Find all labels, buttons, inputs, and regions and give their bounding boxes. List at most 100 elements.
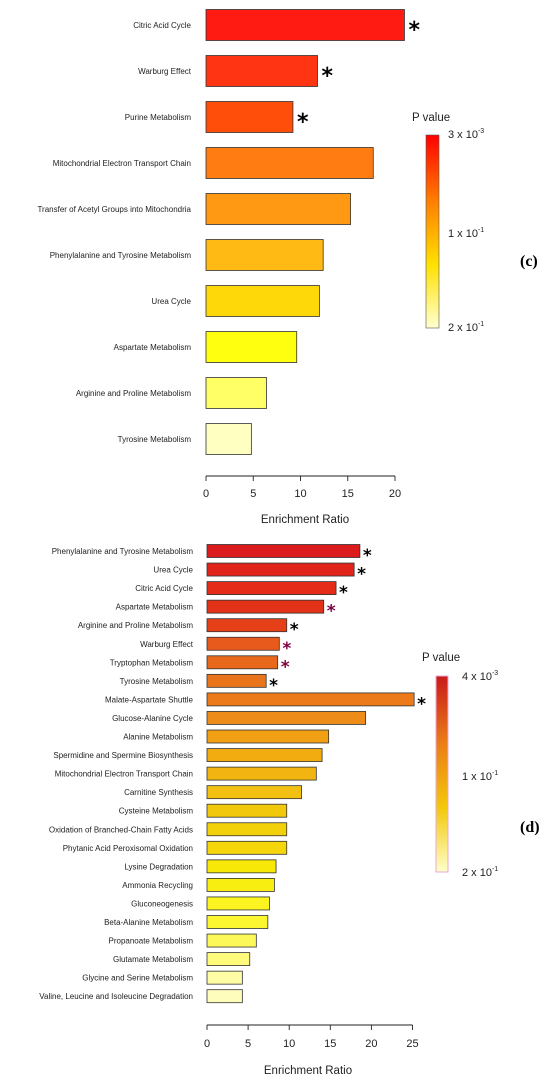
panel-d-tag: (d) — [520, 819, 540, 836]
category-label: Lysine Degradation — [124, 862, 193, 871]
bar — [206, 544, 361, 558]
category-label: Citric Acid Cycle — [133, 21, 191, 30]
significance-star: * — [297, 110, 309, 135]
category-label: Phytanic Acid Peroxisomal Oxidation — [63, 844, 193, 853]
x-tick-label: 15 — [342, 488, 354, 500]
category-label: Valine, Leucine and Isoleucine Degradati… — [39, 992, 193, 1001]
category-label: Mitochondrial Electron Transport Chain — [53, 159, 191, 168]
bar — [205, 285, 320, 317]
bar — [206, 766, 317, 781]
bar — [206, 970, 243, 985]
category-label: Arginine and Proline Metabolism — [78, 621, 194, 630]
x-axis-title: Enrichment Ratio — [264, 1065, 352, 1077]
legend-d-colorbar — [435, 675, 449, 873]
category-label: Purine Metabolism — [125, 113, 192, 122]
category-label: Carnitine Synthesis — [124, 788, 193, 797]
x-tick-label: 10 — [294, 488, 306, 500]
bar — [206, 896, 270, 911]
bar — [205, 377, 267, 409]
significance-star: * — [290, 620, 299, 640]
category-label: Oxidation of Branched-Chain Fatty Acids — [49, 825, 193, 834]
bar — [206, 636, 280, 651]
bar — [206, 878, 275, 892]
category-label: Beta-Alanine Metabolism — [104, 918, 193, 927]
significance-star: * — [322, 64, 334, 89]
significance-star: * — [417, 694, 426, 714]
category-label: Glucose-Alanine Cycle — [112, 714, 193, 723]
x-tick-label: 0 — [204, 1038, 210, 1050]
bar — [206, 840, 288, 855]
bar — [205, 423, 252, 455]
significance-star: * — [282, 639, 291, 659]
legend-d: P value 4 x 10-3 1 x 10-1 2 x 10-1 — [422, 652, 498, 879]
bar — [205, 55, 318, 87]
category-label: Warburg Effect — [138, 67, 192, 76]
significance-star: * — [327, 602, 336, 622]
bar — [205, 239, 324, 271]
bar — [206, 581, 337, 595]
category-label: Phenylalanine and Tyrosine Metabolism — [50, 251, 192, 260]
legend-d-tick-mid: 1 x 10-1 — [462, 770, 498, 783]
significance-star: * — [408, 18, 420, 43]
category-label: Mitochondrial Electron Transport Chain — [55, 770, 193, 779]
bar — [205, 193, 351, 225]
category-label: Malate-Aspartate Shuttle — [105, 695, 194, 704]
bar — [205, 9, 405, 41]
legend-d-tick-top: 4 x 10-3 — [462, 670, 498, 683]
significance-star: * — [339, 583, 348, 603]
x-tick-label: 20 — [365, 1038, 377, 1050]
category-label: Warburg Effect — [140, 640, 194, 649]
category-label: Ammonia Recycling — [122, 881, 193, 890]
bar — [206, 933, 257, 948]
category-label: Phenylalanine and Tyrosine Metabolism — [52, 547, 194, 556]
bar — [206, 785, 302, 800]
bar — [206, 822, 288, 837]
legend-c-tick-top: 3 x 10-3 — [448, 128, 484, 141]
category-label: Gluconeogenesis — [131, 899, 193, 908]
bar — [206, 915, 269, 929]
category-label: Arginine and Proline Metabolism — [76, 389, 192, 398]
x-tick-label: 20 — [389, 488, 401, 500]
category-label: Cysteine Metabolism — [119, 807, 194, 816]
legend-c-title: P value — [412, 112, 450, 124]
legend-d-tick-bottom: 2 x 10-1 — [462, 866, 498, 879]
bar — [205, 101, 294, 133]
bar — [206, 989, 243, 1004]
x-tick-label: 25 — [406, 1038, 418, 1050]
category-label: Spermidine and Spermine Biosynthesis — [53, 751, 193, 760]
significance-star: * — [269, 676, 278, 696]
category-label: Urea Cycle — [153, 566, 193, 575]
x-tick-label: 5 — [245, 1038, 251, 1050]
panel-c-tag: (c) — [520, 253, 538, 270]
category-label: Citric Acid Cycle — [135, 584, 193, 593]
panel-c-chart: Citric Acid Cycle * Warburg Effect * Purine … — [37, 9, 420, 526]
bar — [206, 618, 288, 633]
category-label: Tyrosine Metabolism — [118, 435, 192, 444]
legend-d-title: P value — [422, 652, 460, 664]
bar — [206, 748, 323, 762]
bar — [206, 729, 330, 744]
x-tick-label: 15 — [324, 1038, 336, 1050]
category-label: Glutamate Metabolism — [113, 955, 193, 964]
category-label: Urea Cycle — [151, 297, 191, 306]
significance-star: * — [357, 565, 366, 585]
category-label: Aspartate Metabolism — [114, 343, 192, 352]
x-tick-label: 0 — [203, 488, 209, 500]
bar — [206, 655, 279, 670]
category-label: Glycine and Serine Metabolism — [82, 974, 193, 983]
bar — [206, 599, 325, 614]
bar — [205, 147, 374, 179]
legend-c-tick-bottom: 2 x 10-1 — [448, 321, 484, 334]
significance-star: * — [281, 657, 290, 677]
category-label: Alanine Metabolism — [123, 733, 193, 742]
bar — [206, 562, 355, 577]
bar — [206, 859, 277, 874]
legend-c: P value 3 x 10-3 1 x 10-1 2 x 10-1 — [412, 112, 484, 334]
bar — [206, 692, 415, 707]
category-label: Transfer of Acetyl Groups into Mitochond… — [37, 205, 191, 214]
category-label: Tyrosine Metabolism — [120, 677, 194, 686]
category-label: Aspartate Metabolism — [116, 603, 194, 612]
category-label: Propanoate Metabolism — [109, 937, 194, 946]
bar — [206, 952, 251, 966]
